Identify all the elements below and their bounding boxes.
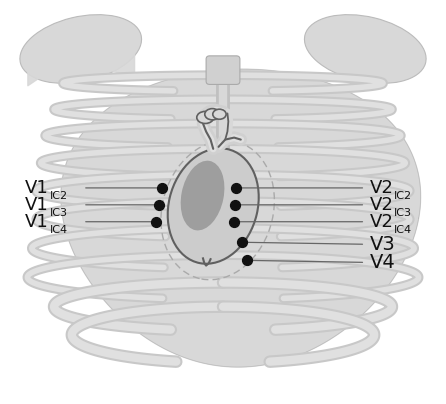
Text: V1: V1 xyxy=(25,196,49,214)
Polygon shape xyxy=(61,69,421,367)
Text: V1: V1 xyxy=(25,213,49,231)
Text: V2: V2 xyxy=(370,213,394,231)
Text: IC4: IC4 xyxy=(394,225,412,235)
Point xyxy=(231,219,238,225)
Text: V3: V3 xyxy=(370,235,396,254)
Ellipse shape xyxy=(181,161,224,230)
Ellipse shape xyxy=(213,109,226,119)
Ellipse shape xyxy=(205,109,220,120)
Point xyxy=(158,185,165,191)
Ellipse shape xyxy=(305,15,426,83)
Text: IC2: IC2 xyxy=(50,191,68,201)
Point xyxy=(153,219,160,225)
Text: IC3: IC3 xyxy=(50,208,68,218)
Point xyxy=(155,202,162,208)
FancyBboxPatch shape xyxy=(206,56,240,84)
Text: IC2: IC2 xyxy=(394,191,412,201)
Point xyxy=(233,185,240,191)
Text: V1: V1 xyxy=(25,179,49,197)
Text: V2: V2 xyxy=(370,179,394,197)
Ellipse shape xyxy=(168,148,259,264)
Ellipse shape xyxy=(20,15,141,83)
Text: IC3: IC3 xyxy=(394,208,412,218)
Point xyxy=(244,257,251,264)
Ellipse shape xyxy=(197,112,214,124)
Text: V2: V2 xyxy=(370,196,394,214)
Text: V4: V4 xyxy=(370,253,396,272)
Text: IC4: IC4 xyxy=(50,225,68,235)
Point xyxy=(232,202,239,208)
Point xyxy=(238,239,245,246)
